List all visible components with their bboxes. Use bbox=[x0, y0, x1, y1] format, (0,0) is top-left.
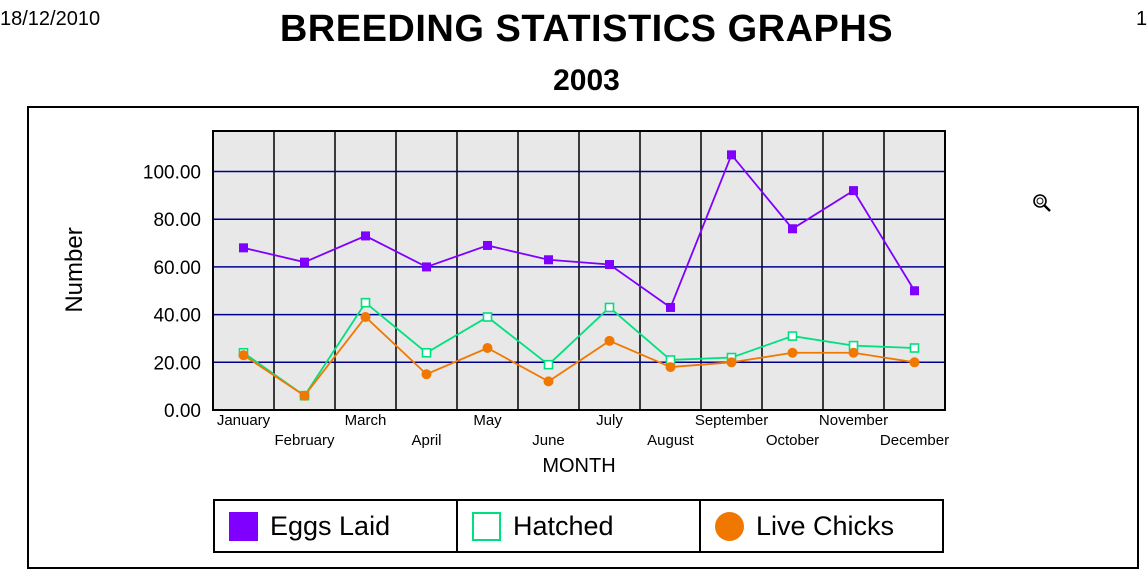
y-tick-label: 80.00 bbox=[153, 210, 201, 231]
x-tick-label: June bbox=[532, 432, 565, 449]
data-point bbox=[604, 302, 615, 313]
data-point bbox=[421, 347, 432, 358]
data-point bbox=[300, 257, 309, 267]
data-point bbox=[605, 260, 614, 270]
y-tick-label: 0.00 bbox=[164, 401, 201, 422]
data-point bbox=[849, 186, 858, 196]
magnifier-icon[interactable] bbox=[1032, 193, 1052, 213]
data-point bbox=[726, 357, 737, 368]
legend-label: Eggs Laid bbox=[270, 510, 391, 541]
x-tick-label: December bbox=[880, 432, 949, 449]
data-point bbox=[727, 150, 736, 160]
data-point bbox=[787, 331, 798, 341]
chart-frame bbox=[27, 106, 1139, 569]
page-title: BREEDING STATISTICS GRAPHS bbox=[279, 8, 894, 50]
data-point bbox=[299, 390, 310, 401]
y-tick-label: 60.00 bbox=[153, 258, 201, 279]
data-point bbox=[909, 357, 920, 368]
x-tick-label: November bbox=[819, 412, 888, 429]
legend-label: Hatched bbox=[513, 510, 614, 541]
data-point bbox=[543, 376, 554, 387]
data-point bbox=[910, 286, 919, 296]
x-tick-label: October bbox=[766, 432, 819, 449]
data-point bbox=[665, 362, 676, 373]
x-tick-label: August bbox=[647, 432, 695, 449]
data-point bbox=[421, 369, 432, 380]
chart-legend: Eggs Laid Hatched Live Chicks bbox=[213, 499, 944, 553]
legend-item-eggs-laid: Eggs Laid bbox=[215, 501, 456, 551]
data-point bbox=[360, 312, 371, 322]
x-tick-label: July bbox=[596, 412, 623, 429]
x-tick-label: September bbox=[695, 412, 768, 429]
y-tick-label: 100.00 bbox=[143, 163, 201, 184]
orange-circle-icon bbox=[715, 511, 744, 541]
x-tick-label: February bbox=[274, 432, 335, 449]
data-point bbox=[544, 255, 553, 265]
print-date: 18/12/2010 bbox=[0, 8, 101, 30]
year-subtitle: 2003 bbox=[553, 64, 620, 97]
x-axis-label: MONTH bbox=[542, 455, 615, 477]
legend-item-hatched: Hatched bbox=[456, 501, 699, 551]
x-tick-label: May bbox=[473, 412, 502, 429]
x-tick-label: April bbox=[411, 432, 441, 449]
data-point bbox=[360, 297, 371, 308]
purple-square-icon bbox=[229, 511, 258, 541]
series-line bbox=[242, 301, 915, 397]
legend-item-live-chicks: Live Chicks bbox=[699, 501, 942, 551]
legend-label: Live Chicks bbox=[756, 510, 895, 541]
series-line bbox=[243, 315, 915, 397]
page-number: 1 bbox=[1136, 8, 1148, 30]
x-tick-label: January bbox=[217, 412, 271, 429]
data-point bbox=[482, 343, 493, 353]
series-line bbox=[243, 153, 916, 309]
data-point bbox=[666, 302, 675, 312]
data-point bbox=[361, 231, 370, 241]
data-point bbox=[483, 240, 492, 250]
data-point bbox=[909, 343, 920, 353]
data-point bbox=[848, 347, 859, 358]
data-point bbox=[604, 335, 615, 346]
data-point bbox=[239, 243, 248, 253]
plot-border bbox=[212, 130, 946, 411]
y-axis-label: Number bbox=[61, 227, 88, 312]
green-hollow-square-icon bbox=[472, 511, 501, 541]
data-point bbox=[422, 262, 431, 272]
y-tick-label: 20.00 bbox=[153, 353, 201, 374]
data-point bbox=[482, 312, 493, 322]
data-point bbox=[238, 350, 249, 361]
data-point bbox=[543, 359, 554, 370]
data-point bbox=[787, 347, 798, 358]
x-tick-label: March bbox=[345, 412, 387, 429]
y-tick-label: 40.00 bbox=[153, 306, 201, 327]
data-point bbox=[788, 224, 797, 234]
